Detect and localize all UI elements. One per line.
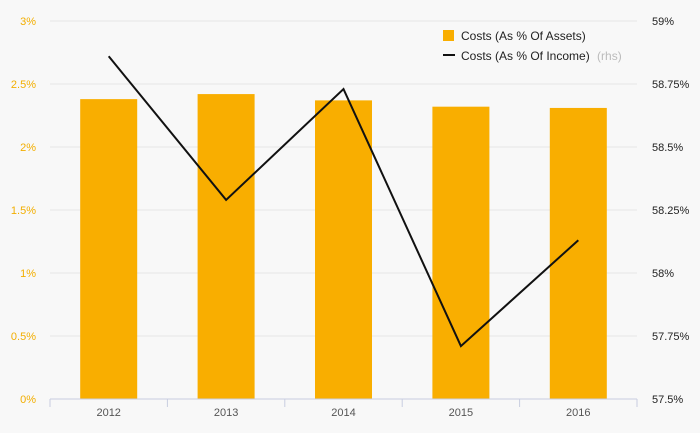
right-tick-label: 58.5%: [652, 142, 683, 154]
x-tick-label: 2016: [566, 407, 590, 419]
legend: Costs (As % Of Assets) Costs (As % Of In…: [443, 29, 622, 63]
bar-2012: [80, 99, 138, 400]
right-tick-label: 59%: [652, 16, 674, 28]
left-tick-label: 1%: [20, 268, 36, 280]
legend-swatch-costs-assets: [443, 30, 454, 41]
left-tick-label: 2.5%: [11, 79, 36, 91]
left-tick-label: 2%: [20, 142, 36, 154]
left-tick-label: 0%: [20, 394, 36, 406]
left-tick-label: 1.5%: [11, 205, 36, 217]
x-tick-label: 2014: [331, 407, 355, 419]
right-tick-label: 58.25%: [652, 205, 690, 217]
bar-2015: [432, 106, 490, 400]
x-tick-label: 2012: [96, 407, 120, 419]
bar-2013: [197, 94, 255, 399]
bar-2016: [549, 107, 607, 399]
left-tick-label: 0.5%: [11, 331, 36, 343]
x-tick-label: 2015: [449, 407, 473, 419]
x-tick-label: 2013: [214, 407, 238, 419]
line-series-costs-income: [107, 55, 579, 348]
bar-series-costs-assets: [80, 94, 607, 400]
bar-2014: [315, 100, 372, 399]
legend-label-costs-income: Costs (As % Of Income) (rhs): [461, 49, 622, 63]
right-tick-label: 57.5%: [652, 394, 683, 406]
right-tick-label: 58%: [652, 268, 674, 280]
left-tick-label: 3%: [20, 16, 36, 28]
right-tick-label: 57.75%: [652, 331, 690, 343]
right-tick-label: 58.75%: [652, 79, 690, 91]
legend-label-costs-income-suffix: (rhs): [597, 49, 622, 63]
legend-label-costs-assets: Costs (As % Of Assets): [461, 29, 586, 43]
axes: 0% 0.5% 1% 1.5% 2% 2.5% 3% 57.5% 57.75% 58% 58.25%…: [11, 16, 690, 419]
legend-label-costs-income-name: Costs (As % Of Income): [461, 49, 590, 63]
